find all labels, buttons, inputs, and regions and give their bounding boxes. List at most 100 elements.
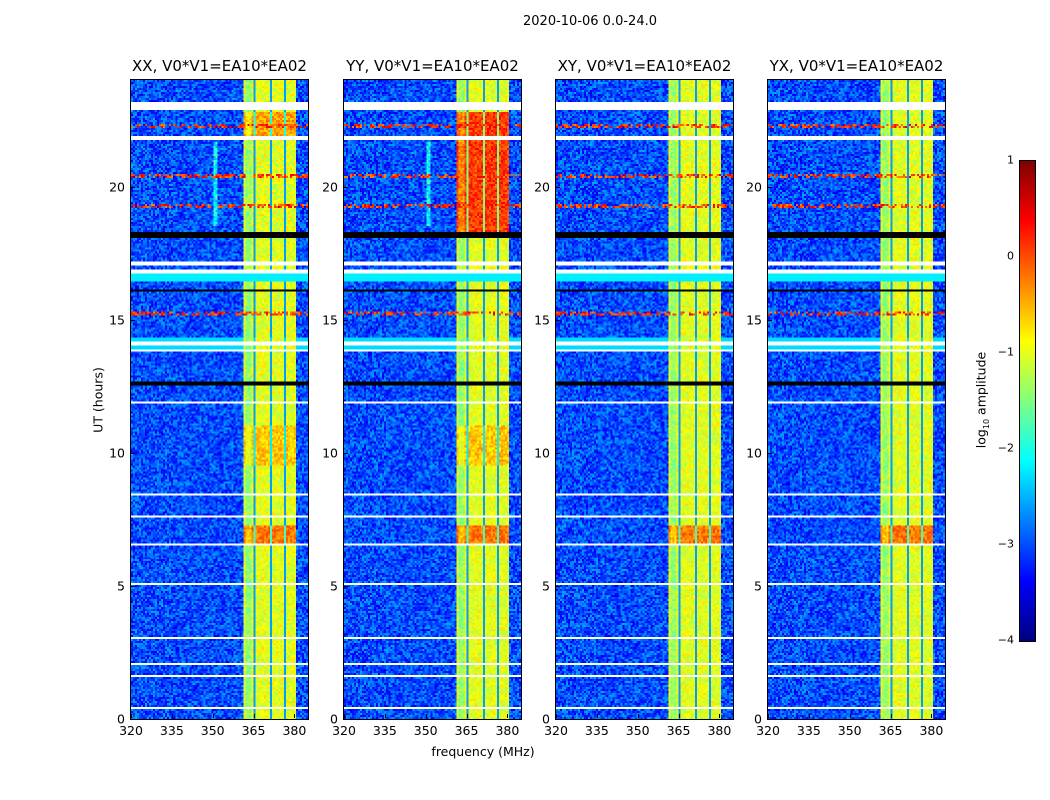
x-tick bbox=[253, 714, 255, 718]
y-tick bbox=[344, 452, 348, 454]
y-tick bbox=[556, 319, 560, 321]
y-tick-label: 15 bbox=[322, 312, 338, 328]
x-tick-label: 350 bbox=[200, 723, 225, 738]
y-tick-label: 10 bbox=[746, 445, 762, 461]
y-tick bbox=[556, 186, 560, 188]
x-tick bbox=[171, 714, 173, 718]
y-tick-label: 0 bbox=[330, 711, 338, 727]
x-tick bbox=[768, 714, 769, 718]
y-tick-label: 15 bbox=[746, 312, 762, 328]
x-tick-label: 320 bbox=[119, 723, 143, 738]
panel-xx: XX, V0*V1=EA10*EA02 320 335 350 365 380 0 5 10 15… bbox=[109, 57, 309, 738]
x-tick-label: 335 bbox=[372, 723, 397, 738]
x-tick bbox=[808, 714, 810, 718]
y-tick bbox=[556, 719, 560, 720]
colorbar-tick-label: −3 bbox=[997, 537, 1014, 551]
x-tick-label: 350 bbox=[413, 723, 438, 738]
y-tick bbox=[131, 585, 135, 587]
panel-title: XY, V0*V1=EA10*EA02 bbox=[557, 57, 732, 75]
x-tick-label: 335 bbox=[159, 723, 184, 738]
y-tick-label: 15 bbox=[534, 312, 550, 328]
y-tick bbox=[131, 319, 135, 321]
y-tick-label: 20 bbox=[746, 179, 762, 194]
x-tick-label: 335 bbox=[584, 723, 609, 738]
x-tick bbox=[931, 714, 933, 718]
x-tick-label: 350 bbox=[837, 723, 862, 738]
y-tick-label: 20 bbox=[322, 179, 338, 194]
y-tick bbox=[556, 452, 560, 454]
y-tick bbox=[131, 452, 135, 454]
spectrogram-heatmap bbox=[344, 80, 521, 719]
panel-yx: YX, V0*V1=EA10*EA02 320 335 350 365 380 0 5 10 15… bbox=[746, 57, 946, 738]
x-tick-label: 365 bbox=[666, 723, 691, 738]
y-tick-label: 15 bbox=[109, 312, 125, 328]
y-tick-label: 10 bbox=[322, 445, 338, 461]
x-tick bbox=[344, 714, 345, 718]
figure-title: 2020-10-06 0.0-24.0 bbox=[523, 14, 657, 29]
x-tick-label: 380 bbox=[495, 723, 520, 738]
x-tick-label: 320 bbox=[332, 723, 356, 738]
y-tick-label: 5 bbox=[330, 578, 338, 594]
y-tick-label: 0 bbox=[117, 711, 125, 727]
panel-title: XX, V0*V1=EA10*EA02 bbox=[132, 57, 307, 75]
spectrogram-heatmap bbox=[131, 80, 308, 719]
y-tick bbox=[344, 585, 348, 587]
y-tick-label: 5 bbox=[754, 578, 762, 594]
x-tick-label: 320 bbox=[544, 723, 568, 738]
x-tick bbox=[849, 714, 851, 718]
panel-yy: YY, V0*V1=EA10*EA02 320 335 350 365 380 0 5 10 15… bbox=[322, 57, 522, 738]
x-tick bbox=[466, 714, 468, 718]
panel-title: YY, V0*V1=EA10*EA02 bbox=[346, 57, 519, 75]
colorbar-tick-label: −4 bbox=[997, 633, 1014, 647]
y-tick-label: 5 bbox=[542, 578, 550, 594]
y-tick bbox=[768, 719, 772, 720]
y-tick-label: 20 bbox=[534, 179, 550, 194]
y-tick bbox=[344, 319, 348, 321]
colorbar bbox=[1019, 160, 1036, 642]
x-tick-label: 380 bbox=[919, 723, 944, 738]
spectrogram-heatmap bbox=[556, 80, 733, 719]
x-tick bbox=[556, 714, 557, 718]
y-tick bbox=[768, 319, 772, 321]
x-tick-label: 365 bbox=[241, 723, 266, 738]
x-tick bbox=[507, 714, 509, 718]
y-tick bbox=[768, 452, 772, 454]
y-tick-label: 10 bbox=[109, 445, 125, 461]
x-tick-label: 365 bbox=[878, 723, 903, 738]
y-tick bbox=[344, 186, 348, 188]
x-tick bbox=[678, 714, 680, 718]
x-tick-label: 350 bbox=[625, 723, 650, 738]
x-tick-label: 320 bbox=[756, 723, 780, 738]
x-tick bbox=[294, 714, 296, 718]
x-tick bbox=[212, 714, 214, 718]
x-tick-label: 380 bbox=[707, 723, 732, 738]
spectrogram-heatmap bbox=[768, 80, 945, 719]
y-tick-label: 20 bbox=[109, 179, 125, 194]
panel-title: YX, V0*V1=EA10*EA02 bbox=[769, 57, 944, 75]
y-tick-label: 0 bbox=[754, 711, 762, 727]
x-tick bbox=[596, 714, 598, 718]
x-tick bbox=[131, 714, 132, 718]
y-tick bbox=[131, 719, 135, 720]
x-tick bbox=[425, 714, 427, 718]
x-tick bbox=[637, 714, 639, 718]
y-tick-label: 0 bbox=[542, 711, 550, 727]
x-tick bbox=[719, 714, 721, 718]
colorbar-label: log10 amplitude bbox=[973, 351, 991, 449]
colorbar-tick-label: 0 bbox=[1007, 249, 1014, 263]
x-tick-label: 365 bbox=[454, 723, 479, 738]
y-tick bbox=[556, 585, 560, 587]
y-tick bbox=[768, 186, 772, 188]
y-tick-label: 10 bbox=[534, 445, 550, 461]
y-tick bbox=[768, 585, 772, 587]
x-axis-label: frequency (MHz) bbox=[431, 744, 535, 759]
x-tick bbox=[890, 714, 892, 718]
x-tick-label: 335 bbox=[796, 723, 821, 738]
x-tick-label: 380 bbox=[282, 723, 307, 738]
y-tick-label: 5 bbox=[117, 578, 125, 594]
colorbar-tick-label: 1 bbox=[1007, 153, 1014, 167]
x-tick bbox=[384, 714, 386, 718]
colorbar-tick-label: −1 bbox=[997, 345, 1014, 359]
colorbar-tick-label: −2 bbox=[997, 441, 1014, 455]
y-tick bbox=[131, 186, 135, 188]
